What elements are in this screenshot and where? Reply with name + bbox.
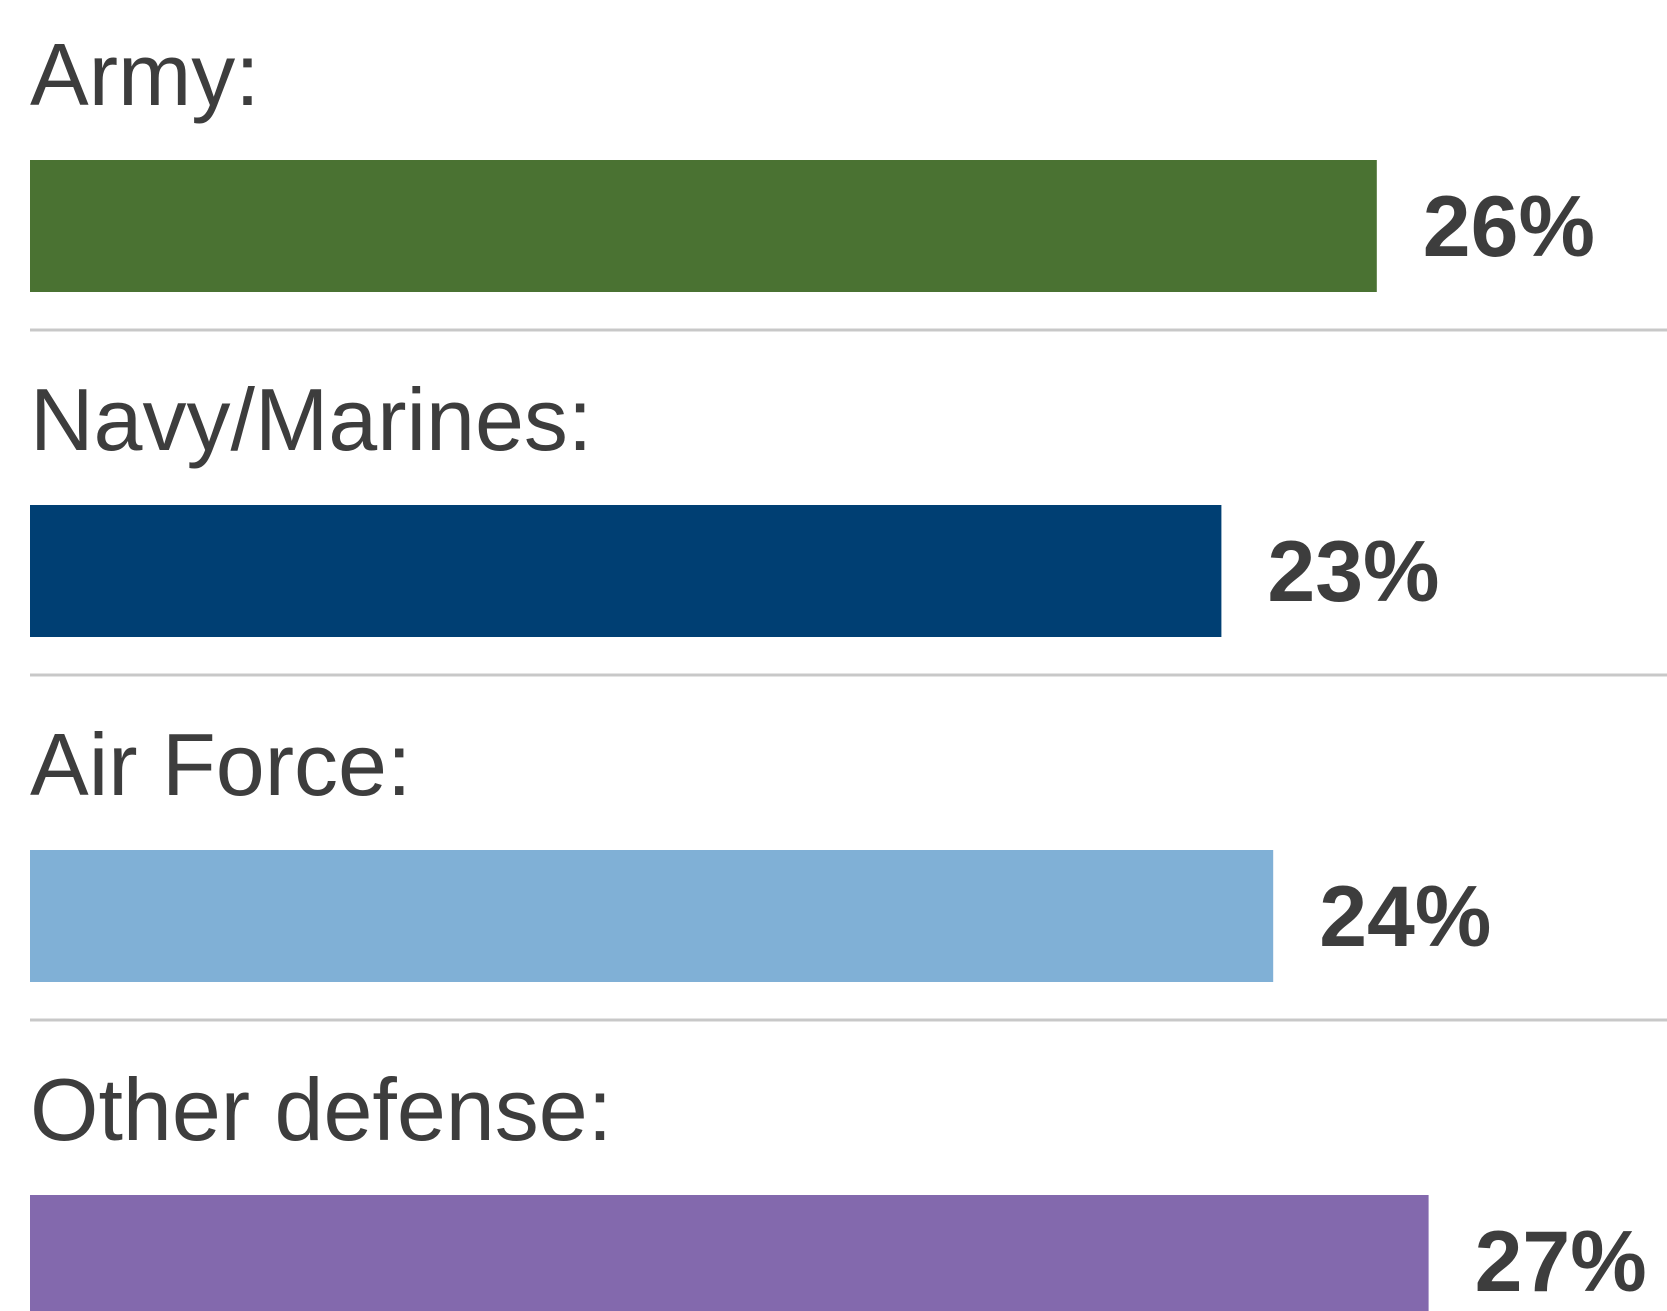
category-label-navy-marines: Navy/Marines: (30, 370, 592, 469)
bar-navy-marines (30, 505, 1222, 637)
value-label-army: 26% (1423, 179, 1595, 275)
value-label-air-force: 24% (1319, 869, 1491, 965)
category-label-other-defense: Other defense: (30, 1060, 612, 1159)
bar-other-defense (30, 1195, 1429, 1311)
value-label-navy-marines: 23% (1267, 524, 1439, 620)
bar-air-force (30, 850, 1274, 982)
category-label-air-force: Air Force: (30, 715, 411, 814)
bar-army (30, 160, 1377, 292)
category-label-army: Army: (30, 25, 260, 124)
value-label-other-defense: 27% (1475, 1214, 1647, 1310)
